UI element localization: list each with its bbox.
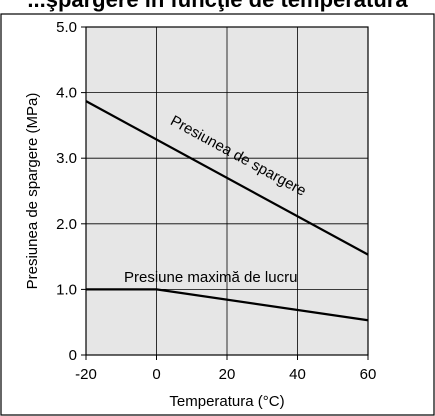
x-tick-label: -20 bbox=[75, 366, 97, 383]
x-tick-label: 20 bbox=[219, 366, 236, 383]
x-tick-label: 0 bbox=[152, 366, 160, 383]
y-tick-label: 1.0 bbox=[56, 281, 77, 298]
y-tick-label: 3.0 bbox=[56, 150, 77, 167]
series-line-2 bbox=[86, 288, 369, 322]
y-axis-title: Presiunea de spargere (MPa) bbox=[24, 93, 41, 290]
y-tick-label: 0 bbox=[69, 347, 77, 364]
chart-title: ...şpargere în funcţie de temperatură bbox=[0, 0, 435, 13]
series-line-1 bbox=[85, 100, 369, 256]
y-tick-label: 4.0 bbox=[56, 85, 77, 102]
x-tick-label: 60 bbox=[360, 366, 377, 383]
series-label-2: Presiune maximă de lucru bbox=[124, 269, 297, 286]
x-axis-title: Temperatura (°C) bbox=[169, 393, 284, 410]
x-tick-label: 40 bbox=[289, 366, 306, 383]
y-tick-label: 5.0 bbox=[56, 19, 77, 36]
outer-frame bbox=[0, 13, 435, 416]
y-tick-label: 2.0 bbox=[56, 216, 77, 233]
